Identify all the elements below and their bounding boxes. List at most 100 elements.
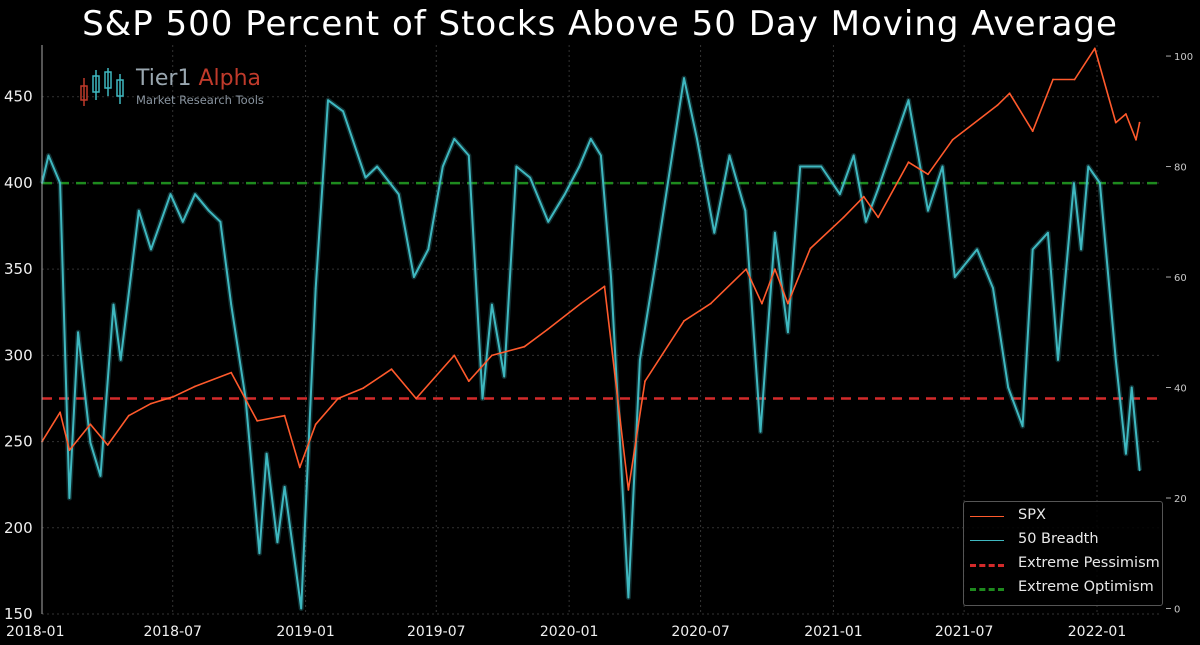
breadth-line-point <box>713 231 716 234</box>
spx-line <box>41 47 1141 491</box>
logo-brand-accent: Alpha <box>198 66 262 91</box>
spx-line-point <box>230 371 233 374</box>
legend-swatch-optimism <box>970 588 1004 591</box>
spx-line-point <box>862 195 865 198</box>
breadth-line-point <box>99 475 102 477</box>
breadth-line-point <box>119 359 122 361</box>
breadth-line-point <box>77 331 79 334</box>
breadth-line-point <box>276 541 279 544</box>
legend-item-spx: SPX <box>970 506 1160 528</box>
spx-line-point <box>1052 78 1054 81</box>
breadth-line-point <box>491 303 493 306</box>
spx-line-point <box>842 216 845 219</box>
spx-line-point <box>787 302 789 305</box>
breadth-line-point <box>1031 248 1034 251</box>
x-tick-label: 2019-07 <box>407 624 466 640</box>
spx-line-point <box>362 387 365 389</box>
spx-line-point <box>298 466 301 469</box>
breadth-line-point <box>59 182 61 185</box>
breadth-line-point <box>219 220 222 223</box>
spx-line-point <box>59 411 61 414</box>
spx-line-point <box>172 395 175 398</box>
breadth-line-point <box>610 276 612 278</box>
y-right-tick-label: 60 <box>1174 273 1187 284</box>
spx-line-point <box>579 302 582 305</box>
spx-line-point <box>1125 113 1127 115</box>
breadth-line-point <box>1073 182 1075 185</box>
breadth-line-point <box>441 165 444 168</box>
logo-brand-main: Tier1 <box>136 66 192 91</box>
y-left-tick-label: 450 <box>4 88 33 106</box>
breadth-line-point <box>467 154 470 157</box>
y-right-tick-label: 80 <box>1174 163 1187 174</box>
legend-label-breadth: 50 Breadth <box>1018 531 1099 547</box>
spx-line-point <box>709 302 712 305</box>
spx-line-point <box>1031 130 1034 133</box>
breadth-line-point <box>976 248 978 251</box>
x-tick-label: 2021-01 <box>804 624 863 640</box>
breadth-line-point <box>744 209 747 212</box>
y-left-tick-label: 350 <box>4 260 33 278</box>
spx-line-point <box>68 449 71 452</box>
breadth-line-point <box>865 220 867 223</box>
breadth-line-point <box>89 441 92 444</box>
breadth-line-point <box>728 154 731 157</box>
spx-line-point <box>1008 92 1011 95</box>
spx-line-point <box>877 216 880 219</box>
y-left-tick-label: 300 <box>4 346 33 364</box>
spx-line-point <box>106 444 109 446</box>
breadth-line-point <box>194 193 197 196</box>
breadth-line-point <box>265 452 268 455</box>
candlestick-logo-icon <box>80 68 124 106</box>
spx-line-point <box>194 385 197 388</box>
breadth-line-point <box>927 209 929 212</box>
breadth-line-point <box>1047 231 1049 234</box>
breadth-line-point <box>376 165 378 168</box>
breadth-line-point <box>413 276 415 278</box>
y-right-tick-label: 40 <box>1174 384 1187 395</box>
y-right-tick-label: 0 <box>1174 604 1180 615</box>
spx-line-point <box>314 423 317 426</box>
breadth-line-point <box>787 331 789 334</box>
spx-line-point <box>89 423 92 426</box>
breadth-line-point <box>1114 359 1117 361</box>
breadth-line-point <box>68 497 71 499</box>
breadth-line-point <box>1125 452 1127 455</box>
y-left-tick-label: 400 <box>4 174 33 192</box>
tier1alpha-logo: Tier1 Alpha Market Research Tools <box>78 66 288 110</box>
breadth-line-point <box>364 176 367 179</box>
breadth-line-point <box>453 138 456 140</box>
breadth-line-point <box>1007 386 1010 389</box>
spx-line-point <box>467 380 470 383</box>
y-left-tick-label: 150 <box>4 605 33 623</box>
spx-line-point <box>453 354 456 357</box>
breadth-line-point <box>1021 425 1024 428</box>
spx-line-point <box>150 402 152 405</box>
spx-line-point <box>491 354 493 357</box>
breadth-line-point <box>397 193 400 196</box>
series-layer <box>39 47 1143 611</box>
spx-line-point <box>127 414 130 417</box>
spx-line-point <box>683 320 685 322</box>
breadth-line-point <box>774 231 776 234</box>
legend: SPX 50 Breadth Extreme Pessimism Extreme… <box>963 501 1163 606</box>
x-tick-label: 2019-01 <box>276 624 335 640</box>
breadth-line-point <box>181 220 184 223</box>
breadth-line-point <box>953 276 956 278</box>
legend-swatch-spx <box>970 516 1004 517</box>
spx-line-point <box>761 302 763 305</box>
y-right-tick-label: 20 <box>1174 494 1187 505</box>
breadth-line-point <box>342 110 344 113</box>
axes: 2018-01 2018-07 2019-01 2019-07 2020-01 2020-… <box>4 45 1193 640</box>
breadth-line-point <box>941 165 944 168</box>
breadth-line-point <box>759 430 762 433</box>
spx-line-point <box>283 414 286 417</box>
breadth-line-point <box>1130 386 1133 389</box>
breadth-line-point <box>1099 182 1101 185</box>
spx-line-point <box>1073 78 1076 81</box>
legend-swatch-breadth <box>970 540 1004 541</box>
legend-label-spx: SPX <box>1018 507 1046 523</box>
spx-line-point <box>644 380 646 383</box>
x-tick-label: 2021-07 <box>935 624 994 640</box>
